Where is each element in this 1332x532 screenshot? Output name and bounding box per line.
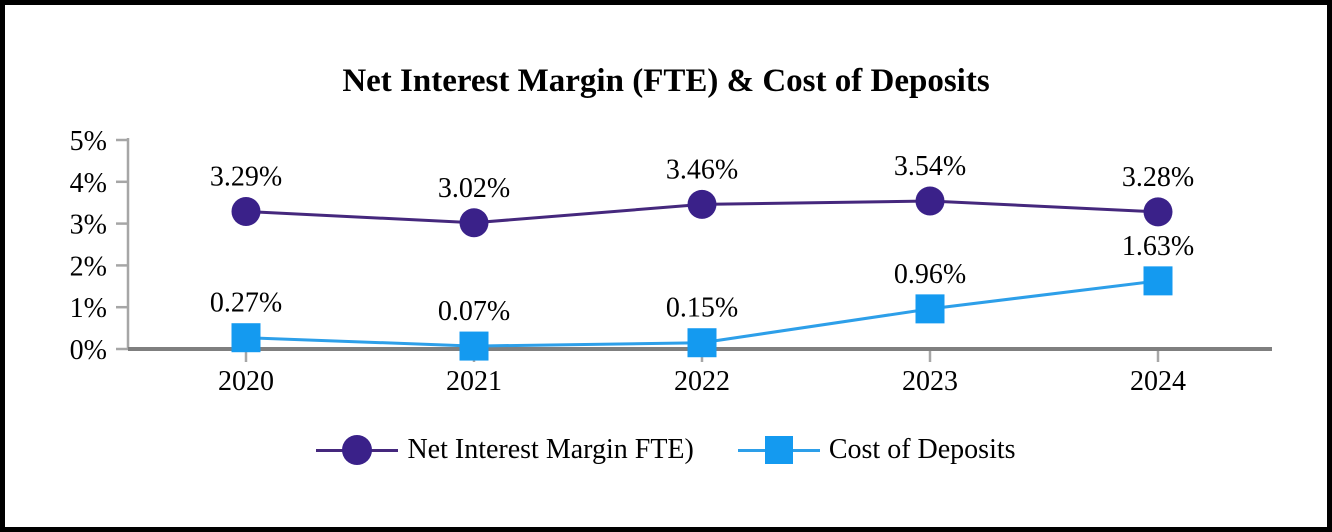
chart-plot-area: 0% 1% 2% 3% 4% 5% 2020 2021 2022 2023 2024 3.29% 3.0…: [70, 126, 1272, 397]
y-tick-label: 4%: [70, 168, 107, 199]
data-point-marker: [231, 196, 261, 226]
y-tick-label: 1%: [70, 293, 107, 324]
x-tick-label: 2024: [1130, 366, 1186, 397]
x-tick-label: 2020: [218, 366, 274, 397]
chart-title: Net Interest Margin (FTE) & Cost of Depo…: [342, 63, 990, 99]
cod-legend-sample: [737, 435, 820, 465]
data-point-label: 3.02%: [438, 173, 510, 204]
data-point-marker: [687, 328, 717, 358]
y-tick-label: 0%: [70, 335, 107, 366]
data-point-marker: [915, 186, 945, 216]
data-point-label: 3.54%: [894, 151, 966, 182]
data-point-marker: [459, 208, 489, 238]
y-tick-label: 5%: [70, 126, 107, 157]
data-point-marker: [231, 323, 261, 353]
legend-item-cost-of-deposits: Cost of Deposits: [737, 434, 1016, 466]
data-point-label: 1.63%: [1122, 231, 1194, 262]
data-point-marker: [1143, 197, 1173, 227]
data-point-label: 0.96%: [894, 259, 966, 290]
legend-item-net-interest-margin: Net Interest Margin FTE): [316, 434, 694, 466]
y-tick-label: 3%: [70, 210, 107, 241]
x-tick-label: 2021: [446, 366, 502, 397]
nim-circle-marker-icon: [342, 435, 373, 465]
data-point-label: 3.29%: [210, 161, 282, 192]
x-tick-label: 2023: [902, 366, 958, 397]
legend-label-net-interest-margin: Net Interest Margin FTE): [407, 434, 694, 465]
data-point-label: 0.07%: [438, 296, 510, 327]
nim-legend-sample: [316, 435, 399, 465]
data-point-marker: [915, 294, 945, 324]
data-point-marker: [459, 331, 489, 361]
data-point-label: 0.27%: [210, 288, 282, 319]
chart-legend: Net Interest Margin FTE) Cost of Deposit…: [5, 429, 1327, 471]
cod-square-marker-icon: [764, 436, 793, 464]
data-point-label: 0.15%: [666, 293, 738, 324]
x-tick-label: 2022: [674, 366, 730, 397]
data-point-label: 3.28%: [1122, 162, 1194, 193]
legend-label-cost-of-deposits: Cost of Deposits: [828, 434, 1016, 465]
data-point-marker: [687, 189, 717, 219]
data-point-marker: [1143, 266, 1173, 296]
data-point-label: 3.46%: [666, 154, 738, 185]
y-tick-label: 2%: [70, 251, 107, 282]
